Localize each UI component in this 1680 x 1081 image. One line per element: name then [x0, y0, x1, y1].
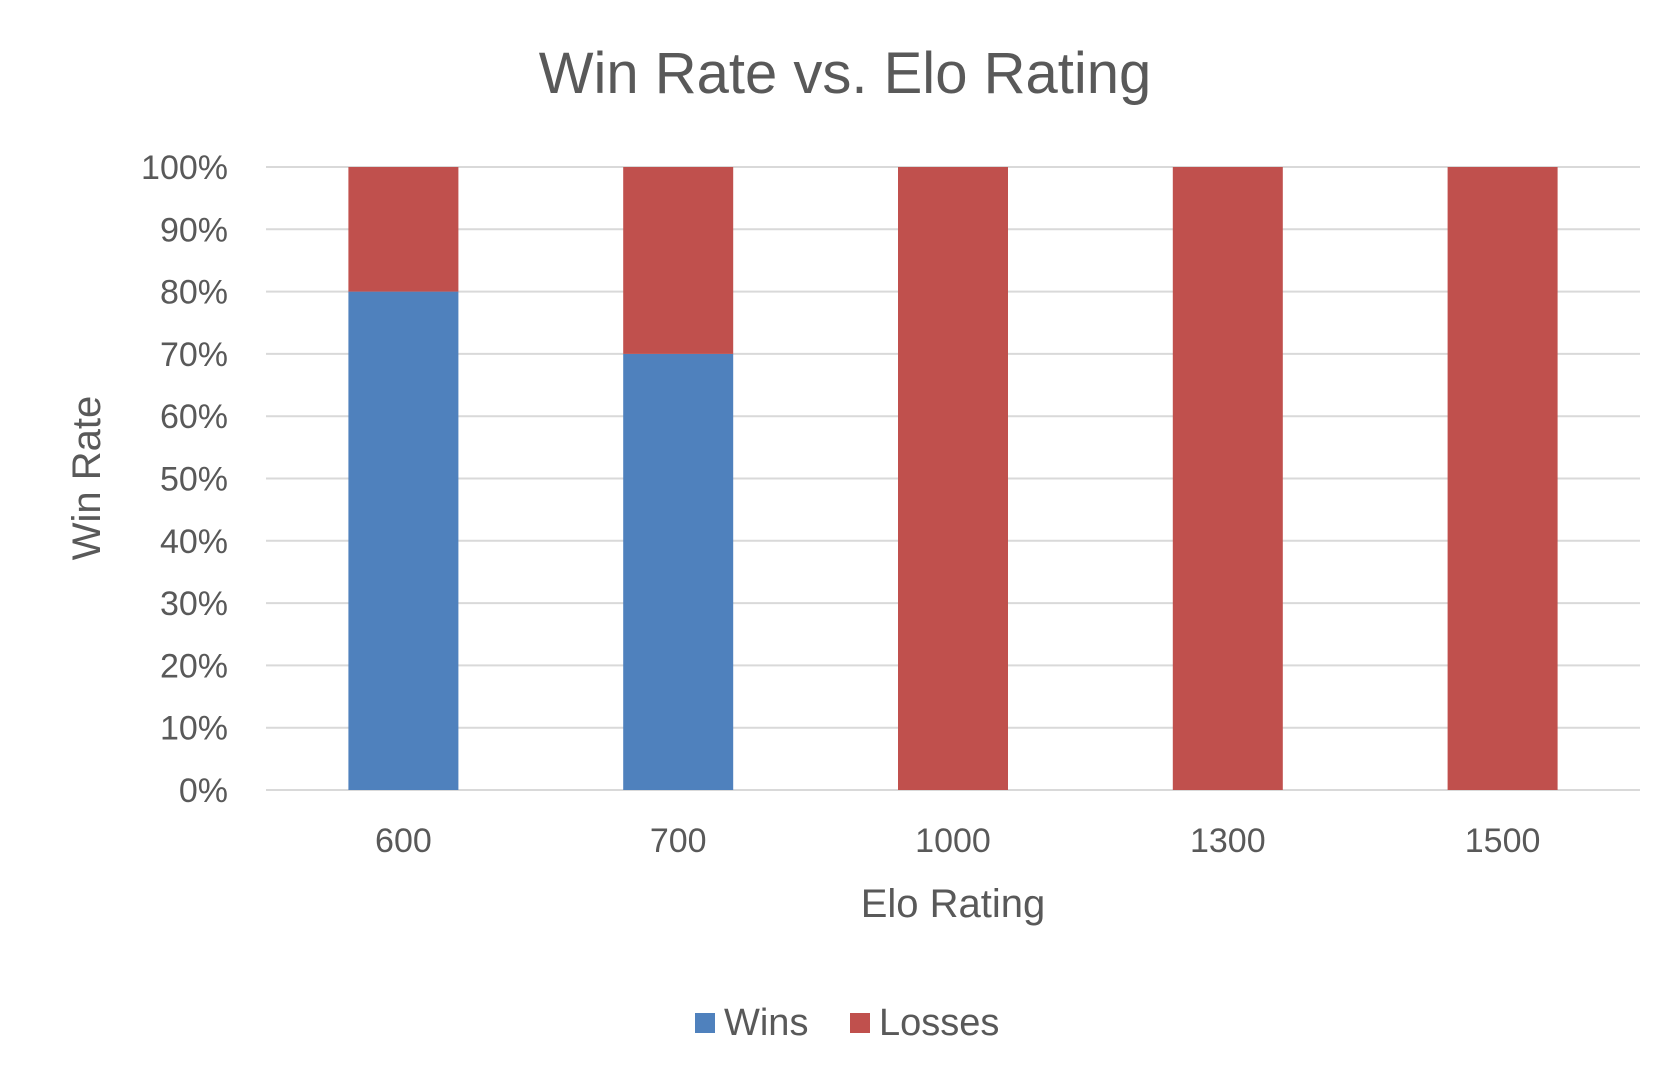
- legend-swatch-wins: [695, 1013, 715, 1033]
- bars: [348, 167, 1558, 790]
- legend: Wins Losses: [695, 1002, 999, 1044]
- x-tick-label: 600: [375, 822, 432, 860]
- y-tick-labels: 0% 10% 20% 30% 40% 50% 60% 70% 80% 90% 100%: [141, 149, 228, 810]
- y-tick-label: 60%: [160, 398, 228, 436]
- y-tick-label: 80%: [160, 274, 228, 312]
- bar-losses-1500: [1447, 167, 1558, 790]
- legend-label-losses: Losses: [879, 1002, 999, 1044]
- x-tick-labels: 600 700 1000 1300 1500: [375, 822, 1540, 860]
- chart-title: Win Rate vs. Elo Rating: [539, 41, 1151, 106]
- y-tick-label: 10%: [160, 710, 228, 748]
- bar-wins-600: [348, 291, 459, 790]
- y-tick-label: 50%: [160, 461, 228, 499]
- bar-losses-700: [623, 167, 734, 354]
- x-tick-label: 1500: [1465, 822, 1541, 860]
- x-axis-label: Elo Rating: [861, 882, 1046, 926]
- y-tick-label: 30%: [160, 585, 228, 623]
- bar-losses-1300: [1172, 167, 1283, 790]
- bar-losses-600: [348, 167, 459, 292]
- legend-label-wins: Wins: [724, 1002, 808, 1044]
- y-tick-label: 20%: [160, 647, 228, 685]
- y-tick-label: 90%: [160, 211, 228, 249]
- y-tick-label: 0%: [179, 772, 228, 810]
- x-tick-label: 700: [650, 822, 707, 860]
- x-tick-label: 1300: [1190, 822, 1266, 860]
- y-tick-label: 100%: [141, 149, 228, 187]
- bar-losses-1000: [898, 167, 1008, 790]
- legend-swatch-losses: [850, 1013, 870, 1033]
- x-tick-label: 1000: [915, 822, 991, 860]
- y-axis-label: Win Rate: [65, 396, 109, 561]
- y-tick-label: 40%: [160, 523, 228, 561]
- y-tick-label: 70%: [160, 336, 228, 374]
- bar-wins-700: [623, 353, 734, 790]
